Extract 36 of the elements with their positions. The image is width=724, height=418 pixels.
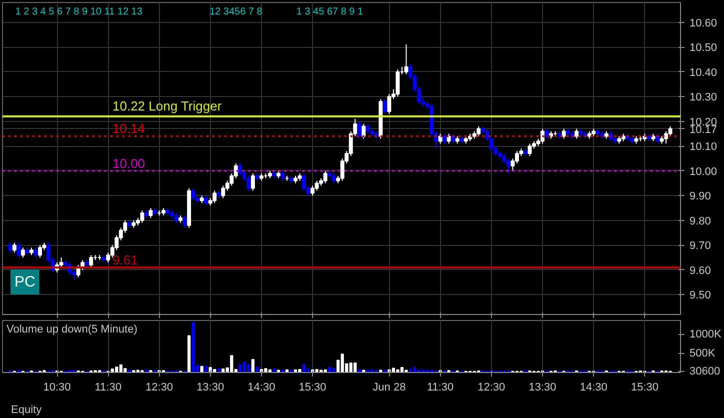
y-tick-label: 1000K (690, 328, 722, 340)
y-tick-label: 10.30 (690, 92, 718, 104)
ref-line-label: 10.22 Long Trigger (112, 98, 222, 114)
text: Equity (11, 403, 42, 418)
x-tick-label: Jun 28 (372, 382, 406, 394)
x-tick-label: 12:30 (478, 382, 506, 394)
x-tick-label: 13:30 (528, 382, 556, 394)
annotation: 1 2 3 4 5 6 7 8 9 10 11 12 13 (15, 6, 143, 18)
x-tick-label: 12:30 (145, 382, 173, 394)
annotation: 1 3 45 67 8 9 1 (296, 6, 364, 18)
x-tick-label: 15:30 (630, 382, 658, 394)
y-tick-label: 30600 (690, 365, 720, 378)
y-tick-label: 500K (690, 347, 716, 360)
ref-line-label: 9.61 (112, 252, 138, 268)
y-tick-label: 10.50 (690, 42, 718, 54)
x-tick-label: 15:30 (298, 382, 326, 394)
y-tick-label: 9.70 (690, 240, 711, 252)
y-tick-label: 9.90 (690, 190, 711, 203)
chart-title: Volume up down(5 Minute) (6, 324, 138, 336)
y-tick-label: 10.00 (690, 166, 718, 178)
y-tick-label: 9.80 (690, 215, 711, 228)
y-tick-label: 10.10 (690, 141, 718, 154)
y-tick-label: 10.40 (690, 66, 718, 79)
x-tick-label: 14:30 (580, 382, 608, 394)
y-tick-label: 9.60 (690, 264, 711, 277)
x-tick-label: 14:30 (248, 382, 276, 394)
x-tick-label: 11:30 (426, 382, 454, 394)
ref-line-label: 10.14 (112, 121, 146, 136)
annotation: PC (14, 274, 36, 290)
ref-line-label: 10.00 (112, 156, 146, 171)
y-tick-label: 9.50 (690, 290, 711, 302)
y-tick-label: 10.60 (690, 17, 718, 30)
annotation: 12 3456 7 8 (209, 6, 263, 18)
x-tick-label: 10:30 (43, 382, 71, 394)
x-tick-label: 13:30 (196, 382, 224, 394)
x-tick-label: 11:30 (94, 382, 122, 394)
